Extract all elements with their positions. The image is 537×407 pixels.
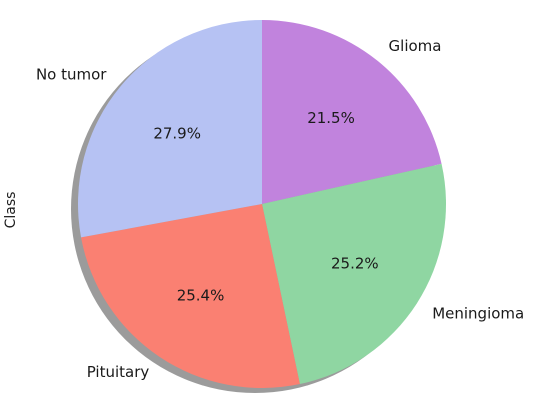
pct-label-glioma: 21.5% [307,109,355,127]
category-label-pituitary: Pituitary [87,363,150,381]
category-label-no-tumor: No tumor [36,65,107,83]
pie-slice-glioma [262,20,442,204]
pie-slice-meningioma [262,163,447,385]
pct-label-no-tumor: 27.9% [153,124,201,142]
pie-slice-pituitary [81,204,300,388]
pct-label-meningioma: 25.2% [331,255,379,273]
pct-label-pituitary: 25.4% [177,287,225,305]
pie-slice-no-tumor [77,20,262,238]
pie-slices [77,20,447,388]
y-axis-label: Class [3,192,19,229]
category-label-glioma: Glioma [389,37,442,55]
category-label-meningioma: Meningioma [432,305,524,323]
pie-labels: 21.5% Glioma 25.2% Meningioma 25.4% Pituitary… [36,37,524,381]
